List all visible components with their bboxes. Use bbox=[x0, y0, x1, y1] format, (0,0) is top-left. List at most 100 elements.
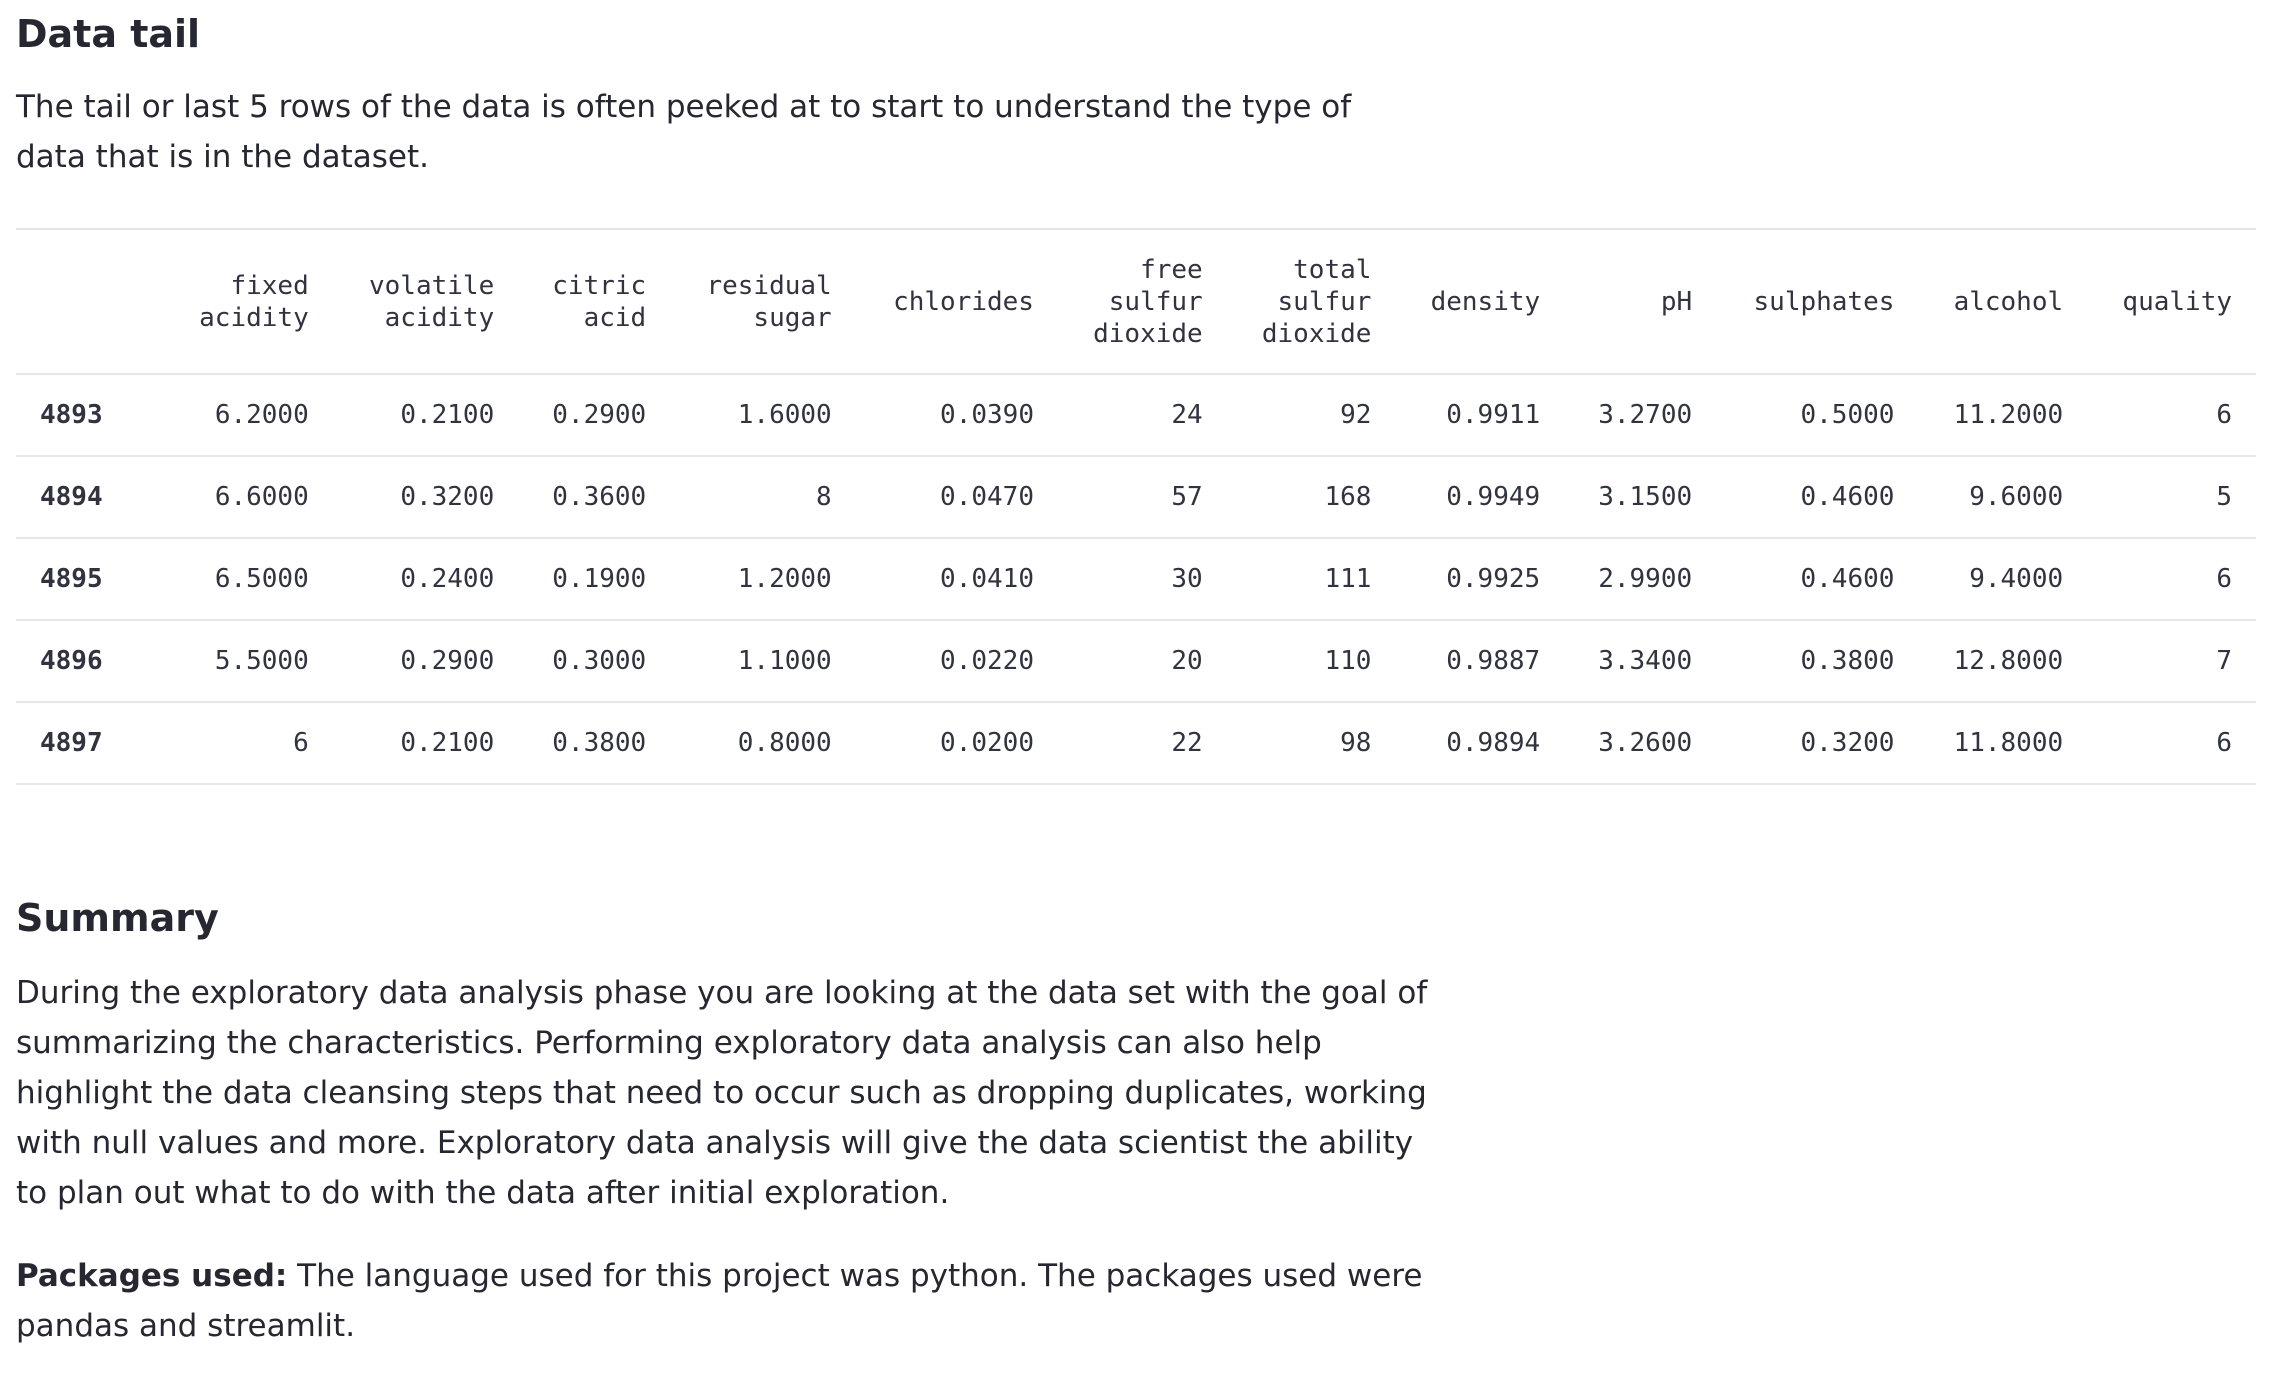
table-row: 4895 6.5000 0.2400 0.1900 1.2000 0.0410 30 111 0… bbox=[16, 538, 2256, 621]
table-cell: 0.3200 bbox=[332, 456, 519, 539]
table-cell: 0.2900 bbox=[518, 374, 671, 457]
table-header-row: fixed acidity volatile acidity citric acid res… bbox=[16, 228, 2256, 375]
table-cell: 0.0220 bbox=[855, 620, 1058, 703]
table-cell: 0.9894 bbox=[1395, 702, 1565, 785]
table-cell: 0.2100 bbox=[332, 702, 519, 785]
table-cell: 0.0200 bbox=[855, 702, 1058, 785]
table-cell: 0.9887 bbox=[1395, 620, 1565, 703]
index-header bbox=[16, 228, 164, 375]
table-row: 4896 5.5000 0.2900 0.3000 1.1000 0.0220 20 110 0… bbox=[16, 620, 2256, 703]
table-cell: 7 bbox=[2087, 620, 2256, 703]
table-cell: 6.6000 bbox=[164, 456, 333, 539]
packages-paragraph: Packages used: The language used for thi… bbox=[16, 1251, 1446, 1351]
packages-label: Packages used: bbox=[16, 1258, 288, 1294]
column-header-line: citric bbox=[552, 270, 647, 301]
table-cell: 0.3600 bbox=[518, 456, 671, 539]
row-index: 4893 bbox=[16, 374, 164, 457]
table-cell: 0.0390 bbox=[855, 374, 1058, 457]
table-cell: 5.5000 bbox=[164, 620, 333, 703]
table-cell: 0.2100 bbox=[332, 374, 519, 457]
table-cell: 6 bbox=[2087, 538, 2256, 621]
table-cell: 3.3400 bbox=[1564, 620, 1717, 703]
column-header-line: sulfur bbox=[1108, 286, 1203, 317]
column-header-line: quality bbox=[2122, 286, 2232, 317]
table-cell: 2.9900 bbox=[1564, 538, 1717, 621]
column-header-line: sulfur bbox=[1277, 286, 1372, 317]
table-cell: 3.1500 bbox=[1564, 456, 1717, 539]
table-cell: 0.1900 bbox=[518, 538, 671, 621]
column-header[interactable]: residual sugar bbox=[670, 228, 856, 375]
table-cell: 3.2600 bbox=[1564, 702, 1717, 785]
table-cell: 24 bbox=[1057, 374, 1227, 457]
column-header-line: dioxide bbox=[1093, 318, 1203, 349]
column-header-line: pH bbox=[1660, 286, 1693, 317]
column-header-line: sulphates bbox=[1753, 286, 1895, 317]
row-index: 4894 bbox=[16, 456, 164, 539]
column-header[interactable]: chlorides bbox=[855, 228, 1058, 375]
table-cell: 0.2900 bbox=[332, 620, 519, 703]
table-cell: 0.9925 bbox=[1395, 538, 1565, 621]
table-cell: 30 bbox=[1057, 538, 1227, 621]
table-cell: 5 bbox=[2087, 456, 2256, 539]
column-header[interactable]: free sulfur dioxide bbox=[1057, 228, 1227, 375]
table-row: 4894 6.6000 0.3200 0.3600 8 0.0470 57 168 0.9949… bbox=[16, 456, 2256, 539]
column-header-line: acid bbox=[583, 302, 647, 333]
table-cell: 1.6000 bbox=[670, 374, 856, 457]
row-index: 4897 bbox=[16, 702, 164, 785]
table-cell: 92 bbox=[1226, 374, 1396, 457]
table-row: 4893 6.2000 0.2100 0.2900 1.6000 0.0390 24 92 0.… bbox=[16, 374, 2256, 457]
column-header[interactable]: fixed acidity bbox=[164, 228, 333, 375]
table-cell: 0.0410 bbox=[855, 538, 1058, 621]
table-cell: 0.9949 bbox=[1395, 456, 1565, 539]
table-cell: 0.3200 bbox=[1716, 702, 1919, 785]
table-cell: 110 bbox=[1226, 620, 1396, 703]
table-cell: 12.8000 bbox=[1918, 620, 2088, 703]
column-header[interactable]: citric acid bbox=[518, 228, 671, 375]
column-header-line: chlorides bbox=[893, 286, 1034, 317]
summary-heading: Summary bbox=[16, 896, 219, 940]
column-header-line: residual bbox=[706, 270, 832, 301]
table-cell: 0.4600 bbox=[1716, 456, 1919, 539]
table-row: 4897 6 0.2100 0.3800 0.8000 0.0200 22 98 0.9894 3… bbox=[16, 702, 2256, 785]
column-header[interactable]: volatile acidity bbox=[332, 228, 519, 375]
column-header[interactable]: quality bbox=[2087, 228, 2256, 375]
table-cell: 0.3800 bbox=[518, 702, 671, 785]
table-cell: 22 bbox=[1057, 702, 1227, 785]
table-cell: 98 bbox=[1226, 702, 1396, 785]
data-tail-description: The tail or last 5 rows of the data is o… bbox=[16, 89, 1352, 175]
column-header[interactable]: density bbox=[1395, 228, 1565, 375]
table-cell: 11.2000 bbox=[1918, 374, 2088, 457]
table-cell: 6.5000 bbox=[164, 538, 333, 621]
column-header-line: total bbox=[1293, 254, 1372, 285]
column-header-line: density bbox=[1430, 286, 1541, 317]
column-header-line: fixed bbox=[230, 270, 309, 301]
table-cell: 6 bbox=[164, 702, 333, 785]
table-cell: 57 bbox=[1057, 456, 1227, 539]
table-cell: 11.8000 bbox=[1918, 702, 2088, 785]
table-cell: 0.2400 bbox=[332, 538, 519, 621]
table-cell: 0.3000 bbox=[518, 620, 671, 703]
table-cell: 6 bbox=[2087, 374, 2256, 457]
table-cell: 0.5000 bbox=[1716, 374, 1919, 457]
table-body: 4893 6.2000 0.2100 0.2900 1.6000 0.0390 24 92 0.… bbox=[16, 374, 2256, 785]
column-header-line: sugar bbox=[753, 302, 832, 333]
table-cell: 0.3800 bbox=[1716, 620, 1919, 703]
column-header-line: volatile bbox=[369, 270, 495, 301]
data-tail-table: fixed acidity volatile acidity citric acid res… bbox=[16, 228, 2256, 785]
column-header-line: alcohol bbox=[1953, 286, 2064, 317]
table-cell: 9.6000 bbox=[1918, 456, 2088, 539]
packages-text: The language used for this project was p… bbox=[16, 1258, 1423, 1344]
column-header[interactable]: sulphates bbox=[1716, 228, 1919, 375]
row-index: 4896 bbox=[16, 620, 164, 703]
table-cell: 0.8000 bbox=[670, 702, 856, 785]
column-header[interactable]: alcohol bbox=[1918, 228, 2088, 375]
column-header[interactable]: total sulfur dioxide bbox=[1226, 228, 1396, 375]
table-cell: 6 bbox=[2087, 702, 2256, 785]
column-header[interactable]: pH bbox=[1564, 228, 1717, 375]
table-cell: 20 bbox=[1057, 620, 1227, 703]
table-cell: 0.4600 bbox=[1716, 538, 1919, 621]
data-tail-heading: Data tail bbox=[16, 12, 201, 56]
table-cell: 0.0470 bbox=[855, 456, 1058, 539]
table-cell: 0.9911 bbox=[1395, 374, 1565, 457]
table-cell: 3.2700 bbox=[1564, 374, 1717, 457]
